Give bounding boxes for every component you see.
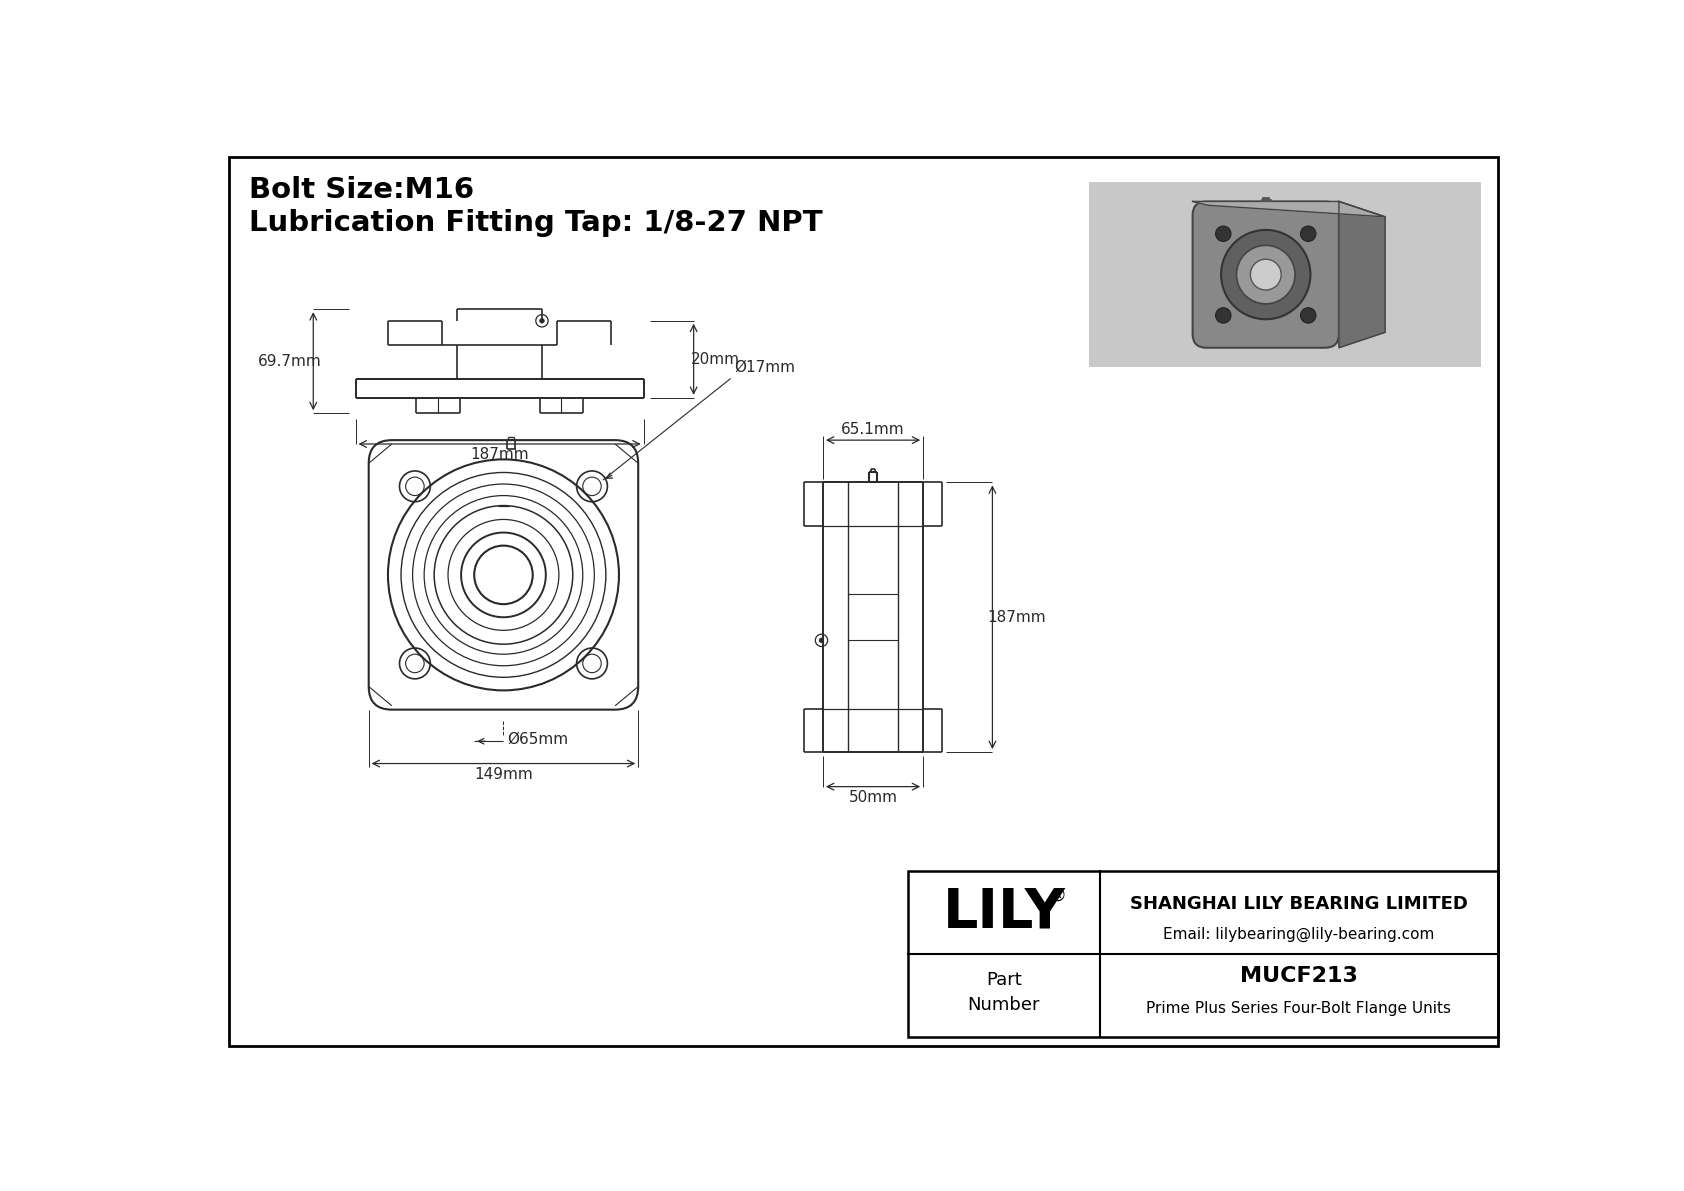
Circle shape (1221, 230, 1310, 319)
FancyBboxPatch shape (1192, 201, 1339, 348)
Text: ®: ® (1049, 887, 1068, 905)
Text: Lubrication Fitting Tap: 1/8-27 NPT: Lubrication Fitting Tap: 1/8-27 NPT (249, 210, 823, 237)
Circle shape (1216, 226, 1231, 242)
Circle shape (818, 638, 823, 643)
Bar (1088, 182, 1482, 367)
Text: 20mm: 20mm (690, 351, 739, 367)
Text: Ø17mm: Ø17mm (734, 360, 795, 375)
Text: Part
Number: Part Number (968, 971, 1041, 1014)
Circle shape (1236, 245, 1295, 304)
Circle shape (1300, 307, 1315, 323)
Text: 187mm: 187mm (470, 448, 529, 462)
Text: 69.7mm: 69.7mm (258, 354, 322, 369)
Circle shape (1216, 307, 1231, 323)
Text: LILY: LILY (943, 886, 1066, 940)
Text: Bolt Size:M16: Bolt Size:M16 (249, 176, 475, 204)
Polygon shape (1192, 201, 1386, 217)
Text: Email: lilybearing@lily-bearing.com: Email: lilybearing@lily-bearing.com (1164, 927, 1435, 942)
Circle shape (1300, 226, 1315, 242)
Polygon shape (1339, 201, 1386, 348)
Text: 50mm: 50mm (849, 790, 898, 805)
Text: 187mm: 187mm (989, 610, 1046, 625)
Text: 149mm: 149mm (475, 767, 532, 781)
Text: 65.1mm: 65.1mm (842, 422, 904, 437)
Text: Prime Plus Series Four-Bolt Flange Units: Prime Plus Series Four-Bolt Flange Units (1147, 1002, 1452, 1016)
Text: SHANGHAI LILY BEARING LIMITED: SHANGHAI LILY BEARING LIMITED (1130, 896, 1468, 913)
Bar (908, 872, 1497, 1037)
Text: Ø65mm: Ø65mm (507, 731, 569, 747)
Circle shape (539, 318, 544, 323)
Circle shape (1250, 260, 1282, 289)
Text: MUCF213: MUCF213 (1239, 966, 1357, 986)
